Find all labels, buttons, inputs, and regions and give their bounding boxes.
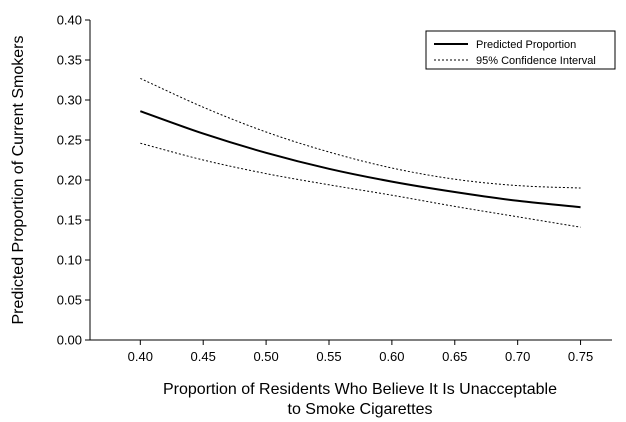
legend-label-predicted: Predicted Proportion	[476, 39, 576, 51]
ci-upper-line	[140, 77, 581, 189]
x-tick-label: 0.45	[191, 349, 216, 364]
y-tick-label: 0.20	[57, 173, 82, 188]
x-tick-label: 0.65	[442, 349, 467, 364]
predicted-proportion-line	[139, 110, 581, 209]
legend-box	[425, 30, 616, 70]
ci-lower-line	[140, 142, 581, 228]
y-tick-label: 0.35	[57, 53, 82, 68]
series-group	[139, 77, 581, 228]
y-tick-label: 0.25	[57, 133, 82, 148]
x-tick-label: 0.50	[253, 349, 278, 364]
x-tick-label: 0.75	[568, 349, 593, 364]
y-tick-label: 0.30	[57, 93, 82, 108]
legend-label-ci: 95% Confidence Interval	[476, 55, 596, 67]
x-tick-label: 0.60	[379, 349, 404, 364]
x-axis-title-line1: Proportion of Residents Who Believe It I…	[163, 381, 557, 398]
legend: Predicted Proportion 95% Confidence Inte…	[425, 30, 616, 70]
y-tick-label: 0.10	[57, 253, 82, 268]
x-tick-label: 0.70	[505, 349, 530, 364]
y-tick-label: 0.40	[57, 13, 82, 28]
axes: 0.00 0.05 0.10 0.15 0.20 0.25 0.30 0.35 0.40 0.40…	[57, 13, 612, 364]
x-axis-title-line2: to Smoke Cigarettes	[288, 401, 433, 418]
y-tick-label: 0.15	[57, 213, 82, 228]
y-tick-label: 0.00	[57, 333, 82, 348]
y-axis-title: Predicted Proportion of Current Smokers	[10, 35, 27, 324]
x-tick-label: 0.40	[128, 349, 153, 364]
y-tick-label: 0.05	[57, 293, 82, 308]
x-tick-label: 0.55	[316, 349, 341, 364]
